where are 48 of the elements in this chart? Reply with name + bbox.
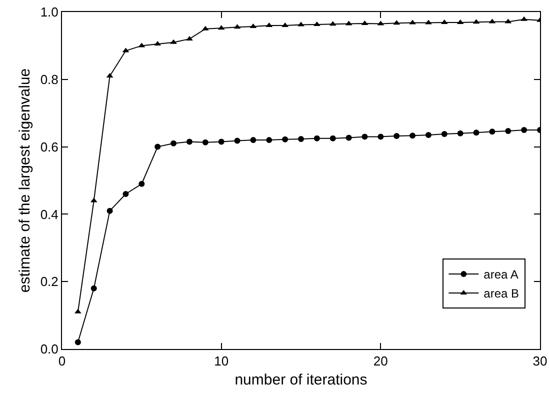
y-tick-label: 0.6 [40, 139, 58, 154]
x-tick-label: 0 [58, 354, 66, 369]
y-tick-label: 1.0 [40, 4, 58, 20]
y-tick-label: 0.0 [40, 342, 58, 357]
point [298, 22, 304, 26]
point [170, 39, 177, 44]
point [330, 135, 336, 142]
point [441, 130, 448, 137]
point [314, 135, 320, 142]
point [394, 133, 400, 140]
point [154, 144, 161, 150]
point [505, 128, 512, 134]
point [234, 138, 240, 144]
point [282, 136, 288, 142]
point [457, 130, 464, 136]
y-axis-title: estimate of the largest eigenvalue [16, 68, 34, 293]
point [473, 130, 480, 136]
point [425, 20, 432, 24]
point [218, 138, 224, 145]
point [362, 134, 368, 140]
x-axis-title: number of iterations [234, 372, 368, 389]
point [346, 134, 352, 141]
point [106, 208, 113, 214]
point [266, 137, 272, 144]
point [298, 136, 304, 142]
point [489, 128, 496, 135]
y-tick-label: 0.2 [40, 274, 58, 290]
point [138, 180, 145, 187]
point [425, 132, 432, 138]
x-tick-label: 20 [373, 354, 388, 369]
point [122, 190, 129, 197]
point [409, 20, 416, 24]
x-tick-label: 30 [532, 354, 548, 369]
y-tick-label: 0.4 [40, 206, 58, 222]
y-tick-label: 0.8 [40, 72, 58, 87]
point [74, 339, 81, 346]
point [186, 138, 192, 145]
point [250, 137, 256, 144]
point [170, 140, 177, 146]
point [90, 285, 97, 292]
legend-label: area A [484, 268, 518, 282]
point [521, 126, 528, 133]
point [410, 132, 416, 139]
point [186, 36, 193, 40]
legend-label: area B [484, 286, 520, 301]
point [202, 139, 208, 146]
x-tick-label: 10 [214, 354, 229, 369]
point [378, 134, 384, 140]
